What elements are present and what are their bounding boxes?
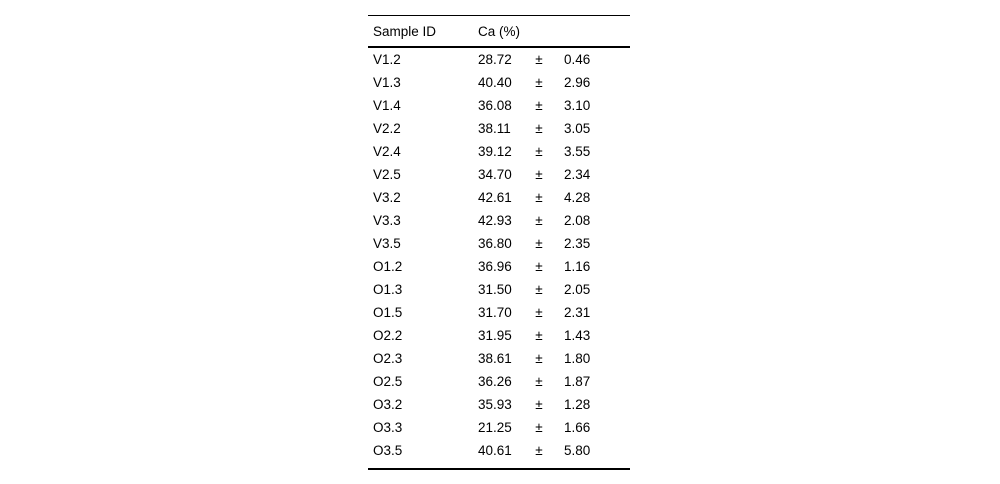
ca-error-cell: 3.05 xyxy=(564,121,591,136)
ca-value-cell: 36.26 xyxy=(478,374,512,389)
plus-minus-sign: ± xyxy=(535,328,543,343)
table-row: V3.5 36.80 ± 2.35 xyxy=(368,232,630,255)
plus-minus-sign: ± xyxy=(535,259,543,274)
table-header-row: Sample ID Ca (%) xyxy=(368,16,630,46)
header-ca-percent: Ca (%) xyxy=(478,23,521,39)
ca-error-cell: 2.34 xyxy=(564,167,591,182)
ca-error-cell: 2.05 xyxy=(564,282,591,297)
sample-id-cell: O3.2 xyxy=(373,397,403,412)
sample-id-cell: V1.3 xyxy=(373,75,401,90)
table-row: V1.2 28.72 ± 0.46 xyxy=(368,48,630,71)
table-row: O3.5 40.61 ± 5.80 xyxy=(368,439,630,462)
table-row: O3.2 35.93 ± 1.28 xyxy=(368,393,630,416)
table-row: O2.5 36.26 ± 1.87 xyxy=(368,370,630,393)
sample-id-cell: O1.5 xyxy=(373,305,403,320)
plus-minus-sign: ± xyxy=(535,52,543,67)
table-row: O1.3 31.50 ± 2.05 xyxy=(368,278,630,301)
ca-error-cell: 1.87 xyxy=(564,374,591,389)
table-row: O1.2 36.96 ± 1.16 xyxy=(368,255,630,278)
plus-minus-sign: ± xyxy=(535,420,543,435)
sample-id-cell: V2.2 xyxy=(373,121,401,136)
ca-error-cell: 2.35 xyxy=(564,236,591,251)
ca-value-cell: 28.72 xyxy=(478,52,512,67)
table-row: V2.2 38.11 ± 3.05 xyxy=(368,117,630,140)
table-row: V2.5 34.70 ± 2.34 xyxy=(368,163,630,186)
ca-value-cell: 31.50 xyxy=(478,282,512,297)
ca-value-cell: 42.61 xyxy=(478,190,512,205)
ca-value-cell: 36.80 xyxy=(478,236,512,251)
sample-id-cell: O2.2 xyxy=(373,328,403,343)
sample-id-cell: O3.5 xyxy=(373,443,403,458)
sample-id-cell: V1.4 xyxy=(373,98,401,113)
table-row: V3.3 42.93 ± 2.08 xyxy=(368,209,630,232)
table-row: V2.4 39.12 ± 3.55 xyxy=(368,140,630,163)
plus-minus-sign: ± xyxy=(535,236,543,251)
plus-minus-sign: ± xyxy=(535,351,543,366)
ca-value-cell: 40.61 xyxy=(478,443,512,458)
table-row: O1.5 31.70 ± 2.31 xyxy=(368,301,630,324)
table-row: V1.3 40.40 ± 2.96 xyxy=(368,71,630,94)
plus-minus-sign: ± xyxy=(535,190,543,205)
ca-value-cell: 40.40 xyxy=(478,75,512,90)
ca-value-cell: 34.70 xyxy=(478,167,512,182)
ca-value-cell: 35.93 xyxy=(478,397,512,412)
sample-id-cell: O3.3 xyxy=(373,420,403,435)
ca-error-cell: 1.16 xyxy=(564,259,591,274)
ca-error-cell: 0.46 xyxy=(564,52,591,67)
ca-error-cell: 1.80 xyxy=(564,351,591,366)
ca-value-cell: 21.25 xyxy=(478,420,512,435)
table-header-rule xyxy=(368,46,630,48)
plus-minus-sign: ± xyxy=(535,121,543,136)
table-row: V3.2 42.61 ± 4.28 xyxy=(368,186,630,209)
sample-id-cell: O2.3 xyxy=(373,351,403,366)
ca-error-cell: 1.66 xyxy=(564,420,591,435)
ca-error-cell: 2.08 xyxy=(564,213,591,228)
header-sample-id: Sample ID xyxy=(373,23,437,39)
table-row: V1.4 36.08 ± 3.10 xyxy=(368,94,630,117)
plus-minus-sign: ± xyxy=(535,443,543,458)
table-body: V1.2 28.72 ± 0.46 V1.3 40.40 ± 2.96 V1.4… xyxy=(368,48,630,462)
table-row: O3.3 21.25 ± 1.66 xyxy=(368,416,630,439)
plus-minus-sign: ± xyxy=(535,397,543,412)
table-bottom-rule xyxy=(368,468,630,470)
ca-value-cell: 38.11 xyxy=(478,121,511,136)
ca-value-cell: 36.96 xyxy=(478,259,512,274)
ca-error-cell: 5.80 xyxy=(564,443,591,458)
plus-minus-sign: ± xyxy=(535,98,543,113)
ca-value-cell: 39.12 xyxy=(478,144,512,159)
ca-value-cell: 42.93 xyxy=(478,213,512,228)
sample-id-cell: V3.3 xyxy=(373,213,401,228)
sample-id-cell: V3.5 xyxy=(373,236,401,251)
plus-minus-sign: ± xyxy=(535,374,543,389)
table-row: O2.2 31.95 ± 1.43 xyxy=(368,324,630,347)
plus-minus-sign: ± xyxy=(535,213,543,228)
ca-value-cell: 31.95 xyxy=(478,328,512,343)
sample-id-cell: V2.5 xyxy=(373,167,401,182)
ca-measurements-table: Sample ID Ca (%) V1.2 28.72 ± 0.46 V1.3 … xyxy=(368,15,630,470)
ca-error-cell: 3.55 xyxy=(564,144,591,159)
sample-id-cell: O2.5 xyxy=(373,374,403,389)
plus-minus-sign: ± xyxy=(535,167,543,182)
sample-id-cell: O1.2 xyxy=(373,259,403,274)
table-top-rule xyxy=(368,15,630,16)
ca-error-cell: 3.10 xyxy=(564,98,591,113)
sample-id-cell: V3.2 xyxy=(373,190,401,205)
ca-value-cell: 38.61 xyxy=(478,351,512,366)
sample-id-cell: O1.3 xyxy=(373,282,403,297)
ca-value-cell: 36.08 xyxy=(478,98,512,113)
sample-id-cell: V1.2 xyxy=(373,52,401,67)
plus-minus-sign: ± xyxy=(535,144,543,159)
plus-minus-sign: ± xyxy=(535,282,543,297)
plus-minus-sign: ± xyxy=(535,305,543,320)
ca-error-cell: 1.28 xyxy=(564,397,591,412)
ca-value-cell: 31.70 xyxy=(478,305,512,320)
ca-error-cell: 2.96 xyxy=(564,75,591,90)
ca-error-cell: 1.43 xyxy=(564,328,591,343)
plus-minus-sign: ± xyxy=(535,75,543,90)
ca-error-cell: 2.31 xyxy=(564,305,591,320)
ca-error-cell: 4.28 xyxy=(564,190,591,205)
sample-id-cell: V2.4 xyxy=(373,144,401,159)
table-row: O2.3 38.61 ± 1.80 xyxy=(368,347,630,370)
